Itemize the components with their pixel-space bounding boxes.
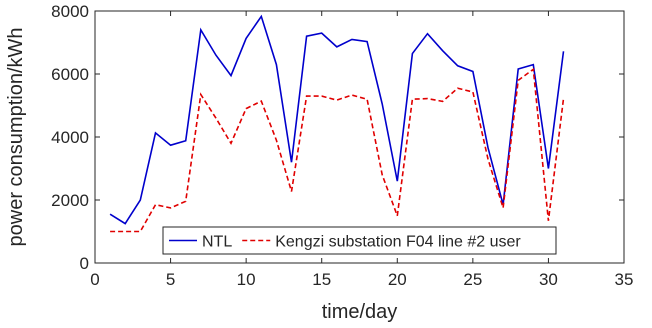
legend-label-2: Kengzi substation F04 line #2 user <box>275 234 521 251</box>
series-line-1 <box>109 14 565 225</box>
y-axis-label: power consumption/kWh <box>5 28 27 247</box>
y-tick-label: 2000 <box>51 191 89 210</box>
plot-area <box>95 11 624 263</box>
legend: NTL Kengzi substation F04 line #2 user <box>162 226 557 255</box>
x-tick-label: 25 <box>463 270 482 289</box>
x-tick-label: 15 <box>312 270 331 289</box>
y-tick-label: 4000 <box>51 128 89 147</box>
legend-label-1: NTL <box>202 234 232 251</box>
y-tick-label: 8000 <box>51 2 89 21</box>
x-tick-label: 10 <box>237 270 256 289</box>
y-tick-label: 6000 <box>51 65 89 84</box>
x-tick-label: 0 <box>90 270 99 289</box>
series-layer <box>109 14 565 233</box>
x-tick-label: 30 <box>539 270 558 289</box>
ticks-layer: 0 5 10 15 20 25 30 35 0 2000 4000 6000 8000 <box>51 2 633 289</box>
x-tick-label: 5 <box>166 270 175 289</box>
x-tick-label: 20 <box>388 270 407 289</box>
y-tick-label: 0 <box>80 254 89 273</box>
x-tick-label: 35 <box>615 270 634 289</box>
legend-box <box>162 226 557 255</box>
series-line-2 <box>110 67 565 233</box>
x-axis-label: time/day <box>322 301 398 323</box>
plot-background <box>95 11 624 263</box>
